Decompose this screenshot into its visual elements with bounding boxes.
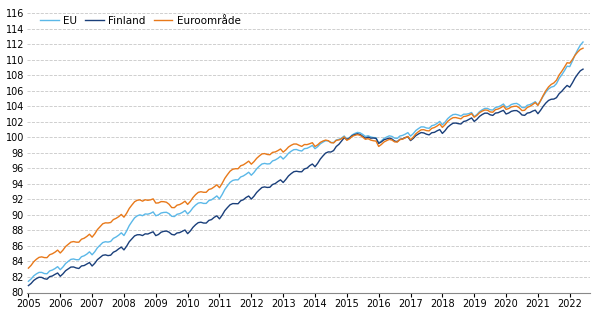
EU [25, 279, 32, 283]
EU [30, 274, 38, 278]
Finland [521, 113, 528, 117]
EU [142, 212, 149, 216]
Finland [301, 167, 308, 171]
Euroområde [489, 110, 496, 114]
Finland [579, 67, 586, 71]
Euroområde [287, 143, 294, 147]
Finland [30, 278, 38, 282]
Euroområde [25, 266, 32, 270]
Euroområde [579, 46, 586, 50]
Line: Euroområde: Euroområde [29, 48, 583, 268]
EU [489, 108, 496, 112]
Finland [489, 113, 496, 117]
Finland [25, 284, 32, 288]
Finland [142, 232, 149, 236]
Line: Finland: Finland [29, 69, 583, 286]
Legend: EU, Finland, Euroområde: EU, Finland, Euroområde [38, 14, 243, 28]
EU [301, 147, 308, 151]
Line: EU: EU [29, 42, 583, 281]
Euroområde [30, 260, 38, 264]
EU [521, 106, 528, 110]
Euroområde [142, 198, 149, 202]
Finland [287, 172, 294, 175]
EU [287, 149, 294, 153]
EU [579, 40, 586, 44]
Euroområde [521, 108, 528, 112]
Euroområde [301, 143, 308, 146]
